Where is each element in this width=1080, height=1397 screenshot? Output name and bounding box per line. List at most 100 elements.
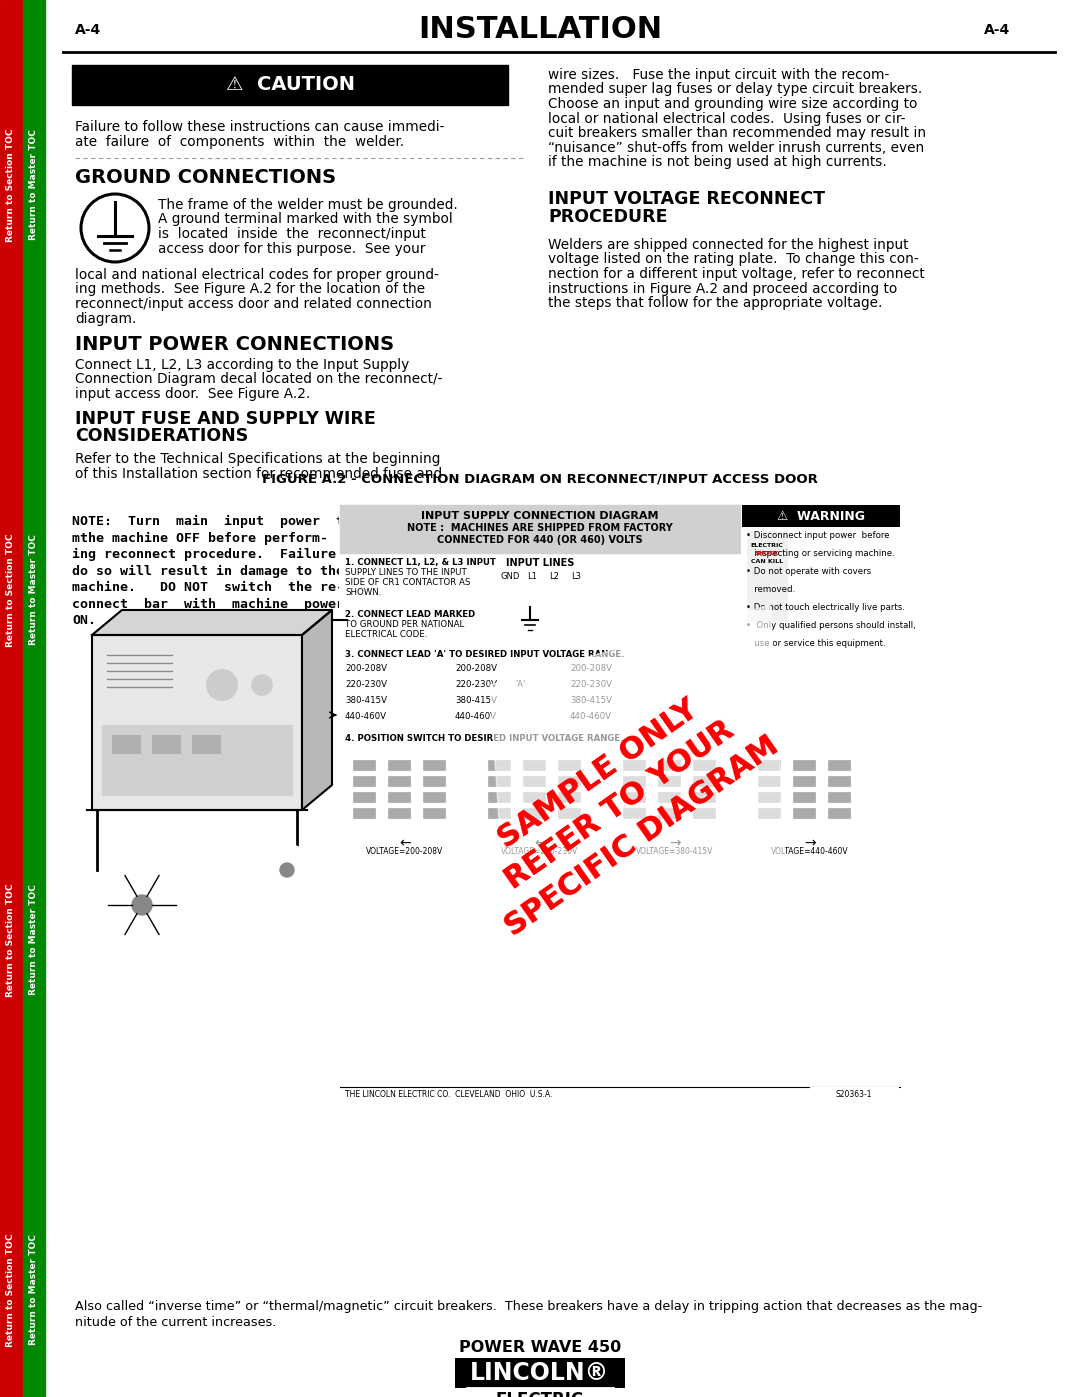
Text: 440-460V: 440-460V [345,712,387,721]
Circle shape [617,712,627,724]
Text: machine.   DO NOT  switch  the re-: machine. DO NOT switch the re- [72,581,345,594]
Text: Welders are shipped connected for the highest input: Welders are shipped connected for the hi… [548,237,908,251]
Circle shape [502,697,512,707]
Bar [758,760,780,770]
Circle shape [392,712,402,724]
Bar [742,504,900,527]
Text: INSTALLATION: INSTALLATION [418,15,662,45]
Bar [623,760,645,770]
Text: Return to Master TOC: Return to Master TOC [29,130,39,240]
Text: 4. POSITION SWITCH TO DESIRED INPUT VOLTAGE RANGE.: 4. POSITION SWITCH TO DESIRED INPUT VOLT… [345,733,623,743]
Text: of this Installation section for recommended fuse and: of this Installation section for recomme… [75,467,442,481]
Circle shape [303,821,340,858]
Text: mended super lag fuses or delay type circuit breakers.: mended super lag fuses or delay type cir… [548,82,922,96]
Bar [353,792,375,802]
Text: 440-460V: 440-460V [570,712,612,721]
Text: access door for this purpose.  See your: access door for this purpose. See your [158,242,426,256]
Text: A-4: A-4 [984,22,1010,36]
Text: SAMPLE ONLY
REFER TO YOUR
SPECIFIC DIAGRAM: SAMPLE ONLY REFER TO YOUR SPECIFIC DIAGR… [456,668,784,942]
Bar [488,792,510,802]
Circle shape [104,868,180,943]
Bar [480,750,600,830]
Bar [353,807,375,819]
Bar [353,760,375,770]
Bar [693,807,715,819]
Circle shape [617,665,627,675]
Polygon shape [302,610,332,810]
Text: VOLTAGE=220-230V: VOLTAGE=220-230V [501,847,579,856]
Text: Also called “inverse time” or “thermal/magnetic” circuit breakers.  These breake: Also called “inverse time” or “thermal/m… [75,1301,982,1313]
Bar [488,760,510,770]
Circle shape [262,845,312,895]
Text: A-4: A-4 [75,22,102,36]
Text: CAN KILL: CAN KILL [751,559,783,564]
Text: Refer to the Technical Specifications at the beginning: Refer to the Technical Specifications at… [75,453,441,467]
Text: VOLTAGE=440-460V: VOLTAGE=440-460V [771,847,849,856]
Text: SAMPLE ONLY
REFER TO YOUR
SPECIFIC DIAGRAM: SAMPLE ONLY REFER TO YOUR SPECIFIC DIAGR… [456,668,784,942]
Text: ←: ← [400,835,410,849]
Circle shape [392,680,402,692]
Text: 220-230V: 220-230V [570,680,612,689]
Bar [523,760,545,770]
Text: Choose an input and grounding wire size according to: Choose an input and grounding wire size … [548,96,917,110]
Text: Return to Section TOC: Return to Section TOC [6,534,15,647]
Text: Return to Section TOC: Return to Section TOC [6,1234,15,1347]
Circle shape [132,895,152,915]
Text: reconnect/input access door and related connection: reconnect/input access door and related … [75,298,432,312]
Text: SIDE OF CR1 CONTACTOR AS: SIDE OF CR1 CONTACTOR AS [345,578,471,587]
Bar [152,735,180,753]
Text: mthe machine OFF before perform-: mthe machine OFF before perform- [72,531,328,545]
Bar [388,792,410,802]
Polygon shape [92,636,302,810]
Text: 380-415V: 380-415V [455,696,497,705]
Polygon shape [490,605,789,985]
Text: SHOCK: SHOCK [755,550,780,556]
Text: SHOWN.: SHOWN. [345,588,381,597]
Bar [810,1087,897,1104]
Text: SUPPLY LINES TO THE INPUT: SUPPLY LINES TO THE INPUT [345,569,467,577]
Text: 220-230V: 220-230V [345,680,387,689]
Text: The frame of the welder must be grounded.: The frame of the welder must be grounded… [158,198,458,212]
Text: GROUND CONNECTIONS: GROUND CONNECTIONS [75,168,336,187]
Text: INPUT POWER CONNECTIONS: INPUT POWER CONNECTIONS [75,335,394,353]
Text: NOTE :  MACHINES ARE SHIPPED FROM FACTORY: NOTE : MACHINES ARE SHIPPED FROM FACTORY [407,522,673,534]
Bar [693,775,715,787]
Bar [340,504,740,553]
Bar [345,750,465,830]
Text: A ground terminal marked with the symbol: A ground terminal marked with the symbol [158,212,453,226]
Bar [693,792,715,802]
Text: ←: ← [535,835,545,849]
Text: ing reconnect procedure.  Failure to: ing reconnect procedure. Failure to [72,548,360,562]
Circle shape [502,665,512,675]
Text: the steps that follow for the appropriate voltage.: the steps that follow for the appropriat… [548,296,882,310]
Bar [488,775,510,787]
Text: Connect L1, L2, L3 according to the Input Supply: Connect L1, L2, L3 according to the Inpu… [75,358,409,372]
Text: 3. CONNECT LEAD 'A' TO DESIRED INPUT VOLTAGE RANGE.: 3. CONNECT LEAD 'A' TO DESIRED INPUT VOL… [345,650,624,659]
Text: FIGURE A.2 - CONNECTION DIAGRAM ON RECONNECT/INPUT ACCESS DOOR: FIGURE A.2 - CONNECTION DIAGRAM ON RECON… [262,474,818,486]
Bar [388,807,410,819]
Text: 1. CONNECT L1, L2, & L3 INPUT: 1. CONNECT L1, L2, & L3 INPUT [345,557,496,567]
Text: wire sizes.   Fuse the input circuit with the recom-: wire sizes. Fuse the input circuit with … [548,68,889,82]
Bar [423,775,445,787]
Text: LINCOLN®: LINCOLN® [471,1361,609,1384]
Text: local and national electrical codes for proper ground-: local and national electrical codes for … [75,268,438,282]
Bar [423,760,445,770]
Bar [558,760,580,770]
Bar [658,775,680,787]
Text: ELECTRIC: ELECTRIC [751,543,783,548]
Text: ON.: ON. [72,615,96,627]
Text: “nuisance” shut-offs from welder inrush currents, even: “nuisance” shut-offs from welder inrush … [548,141,924,155]
Text: →: → [670,835,680,849]
Bar [388,775,410,787]
Text: use or service this equipment.: use or service this equipment. [746,638,886,648]
Text: ELECTRIC: ELECTRIC [496,1391,584,1397]
Text: Return to Section TOC: Return to Section TOC [6,129,15,242]
Text: 2. CONNECT LEAD MARKED: 2. CONNECT LEAD MARKED [345,610,475,619]
Text: Return to Master TOC: Return to Master TOC [29,1235,39,1345]
Text: 200-208V: 200-208V [455,664,497,673]
Text: L1: L1 [527,571,537,581]
Bar [423,792,445,802]
Bar [523,792,545,802]
Bar [558,807,580,819]
Bar [192,735,220,753]
